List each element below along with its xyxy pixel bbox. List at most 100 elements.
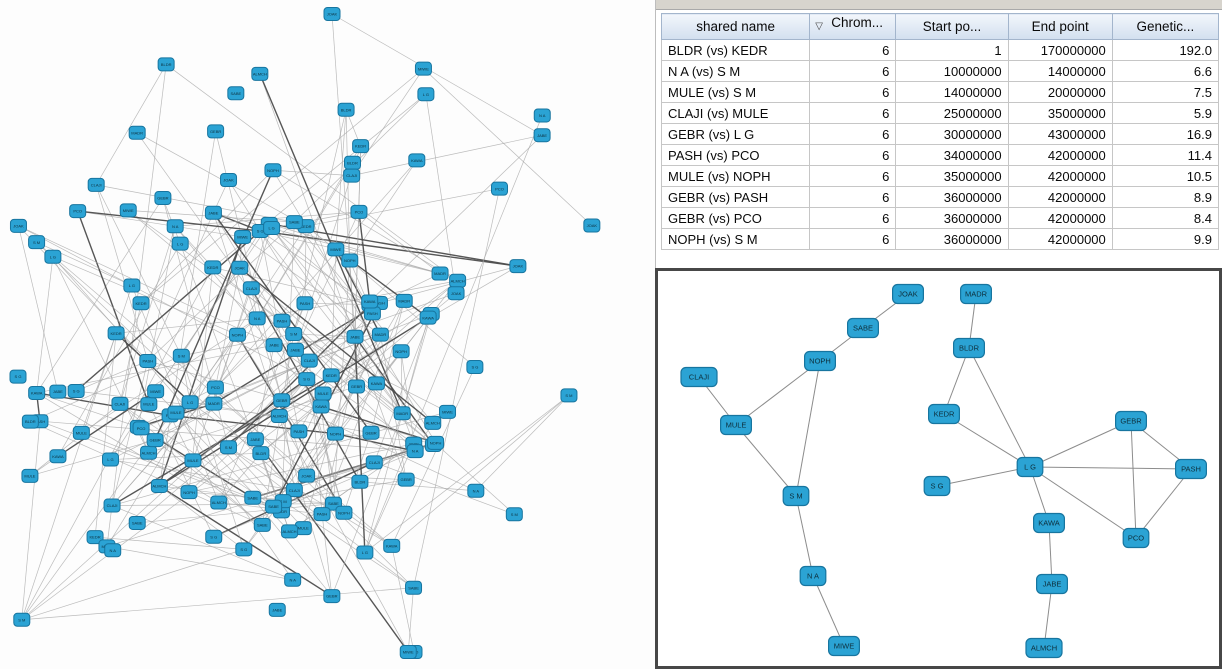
cell-value[interactable]: 42000000 bbox=[1007, 186, 1113, 208]
cell-value[interactable]: 36000000 bbox=[895, 228, 1009, 250]
cell-shared-name[interactable]: GEBR (vs) PCO bbox=[660, 207, 811, 229]
network-edge[interactable] bbox=[343, 432, 372, 513]
network-edge[interactable] bbox=[239, 267, 434, 424]
network-node[interactable]: JOAK bbox=[447, 286, 465, 301]
cell-shared-name[interactable]: BLDR (vs) KEDR bbox=[660, 39, 811, 61]
network-node[interactable]: ALMCH bbox=[281, 524, 299, 539]
network-edge[interactable] bbox=[321, 300, 405, 515]
network-node[interactable]: SABE bbox=[244, 490, 262, 505]
network-edge[interactable] bbox=[116, 318, 258, 334]
network-edge[interactable] bbox=[407, 587, 414, 653]
network-edge[interactable] bbox=[380, 334, 407, 480]
network-node[interactable]: MIWE bbox=[414, 61, 432, 76]
network-node[interactable]: MULE bbox=[314, 386, 332, 401]
network-node[interactable]: JOAK bbox=[220, 173, 238, 188]
network-node[interactable]: JOAK bbox=[509, 259, 527, 274]
network-node[interactable]: JABE bbox=[268, 602, 286, 617]
network-node[interactable]: KAWA bbox=[49, 449, 67, 464]
cell-shared-name[interactable]: NOPH (vs) S M bbox=[660, 228, 811, 250]
network-node[interactable]: MULE bbox=[21, 468, 39, 483]
network-node[interactable]: PCO bbox=[491, 181, 509, 196]
network-edge[interactable] bbox=[128, 210, 258, 319]
network-edge[interactable] bbox=[213, 223, 270, 404]
network-node[interactable]: ALMCH bbox=[424, 415, 442, 430]
cell-value[interactable]: 42000000 bbox=[1007, 207, 1113, 229]
network-edge[interactable] bbox=[110, 459, 295, 491]
network-edge[interactable] bbox=[242, 236, 381, 335]
network-node[interactable]: KAWA bbox=[367, 376, 385, 391]
network-edge[interactable] bbox=[95, 184, 182, 356]
network-node[interactable]: PASH bbox=[363, 306, 381, 321]
network-edge[interactable] bbox=[236, 334, 345, 514]
network-node[interactable]: PCO bbox=[1122, 527, 1150, 549]
network-edge[interactable] bbox=[52, 256, 274, 507]
network-edge[interactable] bbox=[260, 230, 441, 274]
network-node[interactable]: JOAK bbox=[583, 218, 601, 233]
network-node[interactable]: S G bbox=[298, 372, 316, 387]
network-node[interactable]: MADR bbox=[960, 283, 993, 305]
network-node[interactable]: GEBR bbox=[146, 433, 164, 448]
network-node[interactable]: KAWA bbox=[408, 153, 426, 168]
network-edge[interactable] bbox=[29, 403, 121, 477]
cell-shared-name[interactable]: MULE (vs) NOPH bbox=[660, 165, 811, 187]
network-node[interactable]: MULE bbox=[167, 405, 185, 420]
cell-value[interactable]: 36000000 bbox=[895, 207, 1009, 229]
cell-value[interactable]: 42000000 bbox=[1007, 228, 1113, 250]
network-node[interactable]: MADR bbox=[128, 125, 146, 140]
network-edge[interactable] bbox=[272, 169, 352, 176]
network-edge[interactable] bbox=[335, 432, 416, 452]
network-node[interactable]: NOPH bbox=[180, 485, 198, 500]
column-header-0[interactable]: shared name bbox=[660, 13, 811, 40]
network-node[interactable]: PASH bbox=[313, 507, 331, 522]
cell-shared-name[interactable]: CLAJI (vs) MULE bbox=[660, 102, 811, 124]
network-edge[interactable] bbox=[18, 225, 133, 286]
network-node[interactable]: ALMCH bbox=[449, 273, 467, 288]
network-edge[interactable] bbox=[228, 360, 310, 448]
network-node[interactable]: KEDR bbox=[352, 139, 370, 154]
network-edge[interactable] bbox=[36, 197, 164, 394]
network-node[interactable]: CLAJI bbox=[87, 177, 105, 192]
cell-value[interactable]: 5.9 bbox=[1111, 102, 1220, 124]
network-edge[interactable] bbox=[21, 393, 324, 621]
network-edge[interactable] bbox=[174, 226, 214, 268]
network-node[interactable]: KAWA bbox=[361, 294, 379, 309]
network-edge[interactable] bbox=[175, 412, 293, 580]
network-node[interactable]: SABE bbox=[265, 499, 283, 514]
network-node[interactable]: GEBR bbox=[207, 124, 225, 139]
network-node[interactable]: L G bbox=[417, 87, 435, 102]
network-edge[interactable] bbox=[259, 230, 300, 432]
network-node[interactable]: S G bbox=[923, 475, 951, 497]
network-edge[interactable] bbox=[212, 212, 372, 434]
network-node[interactable]: NOPH bbox=[392, 344, 410, 359]
network-edge[interactable] bbox=[351, 134, 543, 176]
column-header-2[interactable]: Start po... bbox=[895, 13, 1009, 40]
network-node[interactable]: S M bbox=[219, 440, 237, 455]
network-edge[interactable] bbox=[735, 424, 797, 497]
network-node[interactable]: PASH bbox=[273, 313, 291, 328]
network-node[interactable]: L G bbox=[181, 395, 199, 410]
network-edge[interactable] bbox=[330, 249, 337, 376]
cell-value[interactable]: 36000000 bbox=[895, 186, 1009, 208]
network-edge[interactable] bbox=[131, 285, 307, 380]
network-node[interactable]: KEDR bbox=[132, 296, 150, 311]
network-node[interactable]: GEBR bbox=[154, 191, 172, 206]
network-node[interactable]: BLDR bbox=[21, 414, 39, 429]
table-row[interactable]: MULE (vs) NOPH 6 35000000 42000000 10.5 bbox=[660, 165, 1220, 187]
network-edge[interactable] bbox=[320, 406, 334, 504]
cell-value[interactable]: 6 bbox=[809, 102, 897, 124]
network-node[interactable]: L G bbox=[101, 452, 119, 467]
network-edge[interactable] bbox=[943, 413, 1031, 468]
cell-shared-name[interactable]: GEBR (vs) PASH bbox=[660, 186, 811, 208]
network-edge[interactable] bbox=[96, 184, 295, 223]
network-node[interactable]: MULE bbox=[72, 425, 90, 440]
network-edge[interactable] bbox=[158, 236, 244, 487]
network-node[interactable]: S G bbox=[466, 360, 484, 375]
network-node[interactable]: MULE bbox=[140, 397, 158, 412]
network-edge[interactable] bbox=[218, 452, 262, 503]
network-node[interactable]: GEBR bbox=[273, 393, 291, 408]
network-edge[interactable] bbox=[400, 351, 403, 414]
network-node[interactable]: JOAK bbox=[298, 468, 316, 483]
cell-value[interactable]: 6 bbox=[809, 123, 897, 145]
network-edge[interactable] bbox=[174, 226, 322, 407]
network-node[interactable]: L G bbox=[123, 278, 141, 293]
